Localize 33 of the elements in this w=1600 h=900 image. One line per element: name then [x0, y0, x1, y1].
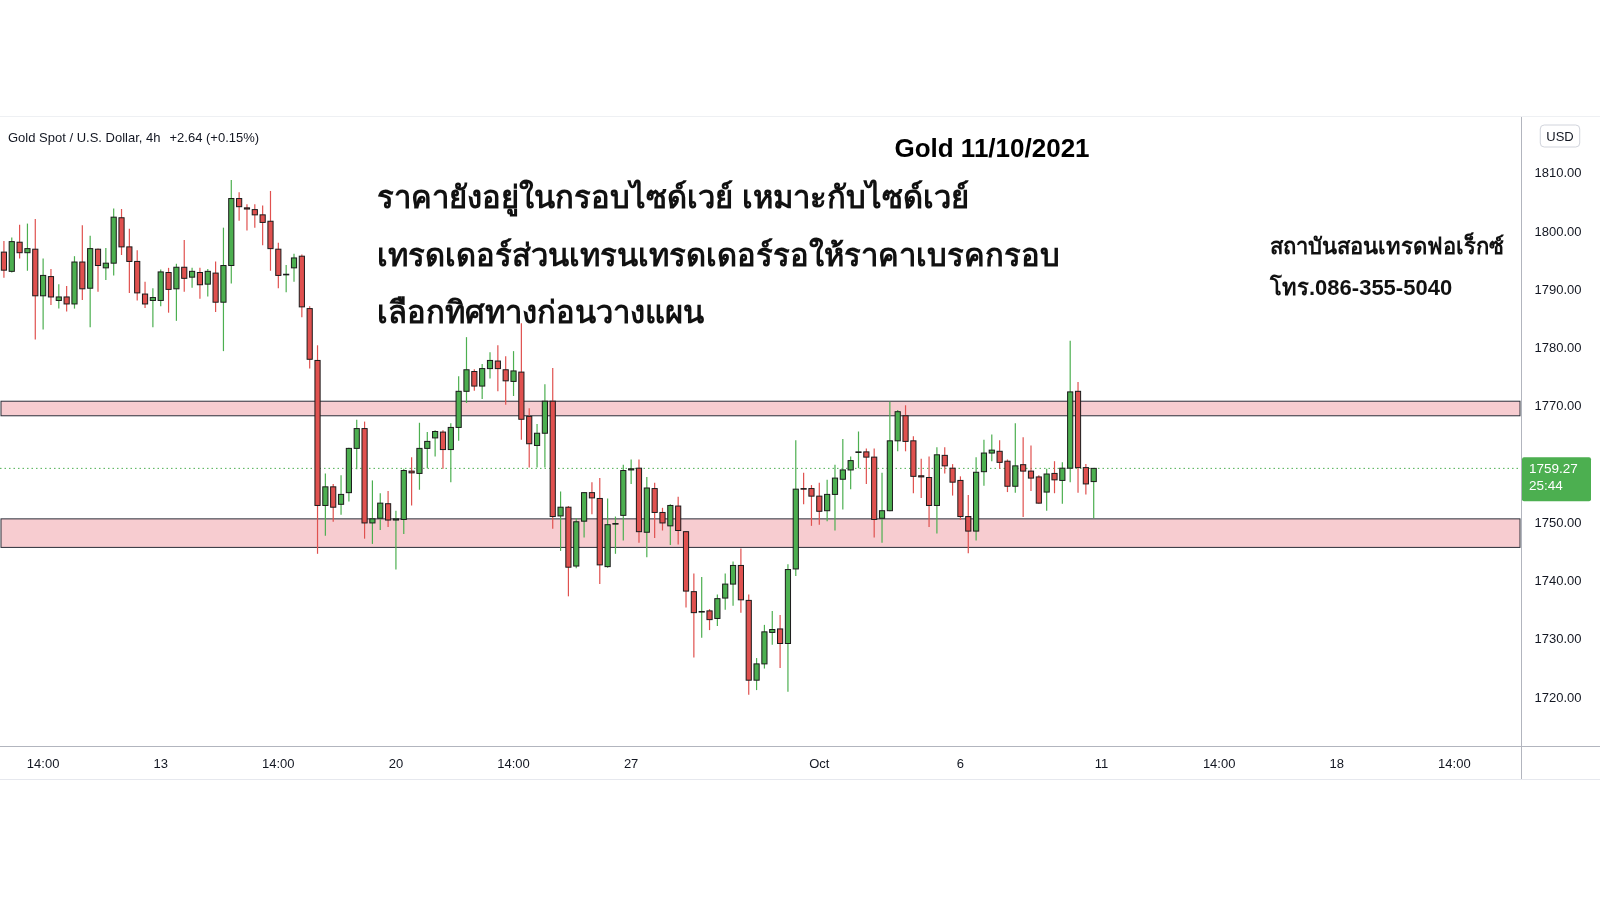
y-tick-label: 1730.00: [1534, 631, 1582, 647]
x-tick-label: 14:00: [1202, 755, 1236, 771]
annotation: โทร.086-355-5040: [1270, 274, 1453, 300]
x-tick-label: 14:00: [1438, 755, 1471, 771]
x-tick-label: 14:00: [497, 755, 530, 771]
y-tick-label: 1790.00: [1534, 281, 1582, 297]
ref-line-label: 1759.27 25:44: [1529, 460, 1578, 493]
annotation: ราคายังอยู่ในกรอบไซด์เวย์ เหมาะกับไซด์เวย์: [377, 179, 969, 215]
annotation: Gold Spot / U.S. Dollar, 4h: [8, 129, 161, 145]
y-tick-label: 1750.00: [1534, 514, 1582, 530]
annotation: +2.64 (+0.15%): [169, 129, 260, 145]
y-tick-label: 1770.00: [1534, 398, 1582, 414]
x-tick-label: 14:00: [262, 755, 295, 771]
y-tick-label: 1740.00: [1534, 573, 1582, 589]
x-tick-label: 27: [623, 755, 639, 771]
title: Gold 11/10/2021: [894, 133, 1090, 163]
annotation: เลือกทิศทางก่อนวางแผน: [377, 294, 704, 330]
annotation: สถาบันสอนเทรดฟอเร็กซ์: [1270, 233, 1504, 259]
y-axis-title: USD: [1539, 124, 1581, 148]
x-tick-label: 20: [388, 755, 404, 771]
y-axis-title: USD: [1546, 128, 1574, 144]
annotation: เทรดเดอร์ส่วนเทรนเทรดเดอร์รอให้ราคาเบรคกรอบ: [377, 237, 1060, 273]
y-tick-label: 1780.00: [1534, 340, 1582, 356]
y-tick-label: 1800.00: [1534, 223, 1582, 239]
x-tick-label: Oct: [809, 755, 830, 771]
x-tick-label: 11: [1094, 755, 1109, 771]
y-tick-label: 1810.00: [1534, 165, 1582, 181]
x-tick-label: 18: [1329, 755, 1344, 771]
x-tick-label: 6: [956, 755, 965, 771]
x-tick-label: 13: [153, 755, 168, 771]
ref-line-label: 1759.27 25:44: [1522, 457, 1591, 502]
x-tick-label: 14:00: [26, 755, 60, 771]
y-tick-label: 1720.00: [1534, 689, 1582, 705]
